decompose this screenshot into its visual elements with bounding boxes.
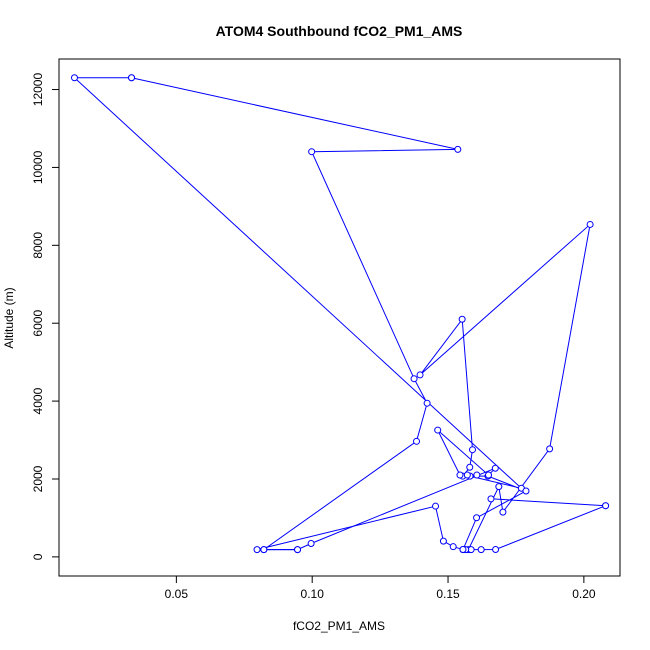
x-tick-label: 0.10 — [301, 587, 325, 601]
y-axis-label: Altitude (m) — [2, 287, 16, 348]
data-point — [416, 371, 424, 379]
data-point — [522, 487, 530, 495]
data-point — [434, 426, 442, 434]
data-point — [308, 148, 316, 156]
data-point — [487, 495, 495, 503]
data-point — [423, 399, 431, 407]
data-point — [477, 546, 485, 554]
data-point — [491, 464, 499, 472]
data-point — [485, 471, 493, 479]
data-point — [499, 508, 507, 516]
y-tick-label: 4000 — [31, 387, 45, 414]
y-tick-label: 6000 — [31, 310, 45, 337]
chart-title: ATOM4 Southbound fCO2_PM1_AMS — [216, 23, 463, 39]
data-point — [413, 437, 421, 445]
x-tick-label: 0.15 — [436, 587, 460, 601]
data-point — [468, 446, 476, 454]
data-point — [546, 445, 554, 453]
data-point — [495, 483, 503, 491]
data-point — [454, 145, 462, 153]
data-point — [307, 539, 315, 547]
data-point — [473, 471, 481, 479]
series-points — [70, 74, 610, 554]
data-point — [128, 74, 136, 82]
data-point — [459, 545, 467, 553]
x-axis: 0.05 0.10 0.15 0.20 — [165, 575, 596, 601]
x-axis-label: fCO2_PM1_AMS — [293, 619, 385, 633]
x-tick-label: 0.20 — [572, 587, 596, 601]
data-point — [473, 514, 481, 522]
y-tick-label: 12000 — [31, 73, 45, 107]
data-point — [458, 315, 466, 323]
data-point — [492, 546, 500, 554]
y-tick-label: 2000 — [31, 465, 45, 492]
plot-frame — [58, 58, 621, 577]
series-line-1 — [73, 77, 591, 551]
data-point — [449, 543, 457, 551]
y-tick-label: 0 — [31, 553, 45, 560]
x-tick-label: 0.05 — [165, 587, 189, 601]
series-lines — [73, 77, 606, 551]
data-point — [602, 502, 610, 510]
y-axis: 0 2000 4000 6000 8000 10000 12000 — [31, 73, 60, 560]
series-line-3 — [490, 498, 606, 507]
data-point — [70, 74, 78, 82]
data-point — [463, 471, 471, 479]
y-tick-label: 10000 — [31, 150, 45, 184]
data-point — [439, 537, 447, 545]
data-point — [253, 546, 261, 554]
data-point — [586, 220, 594, 228]
data-point — [456, 471, 464, 479]
y-tick-label: 8000 — [31, 232, 45, 259]
data-point — [410, 375, 418, 383]
data-point — [466, 463, 474, 471]
data-point — [294, 546, 302, 554]
data-point — [432, 502, 440, 510]
data-point — [260, 546, 268, 554]
